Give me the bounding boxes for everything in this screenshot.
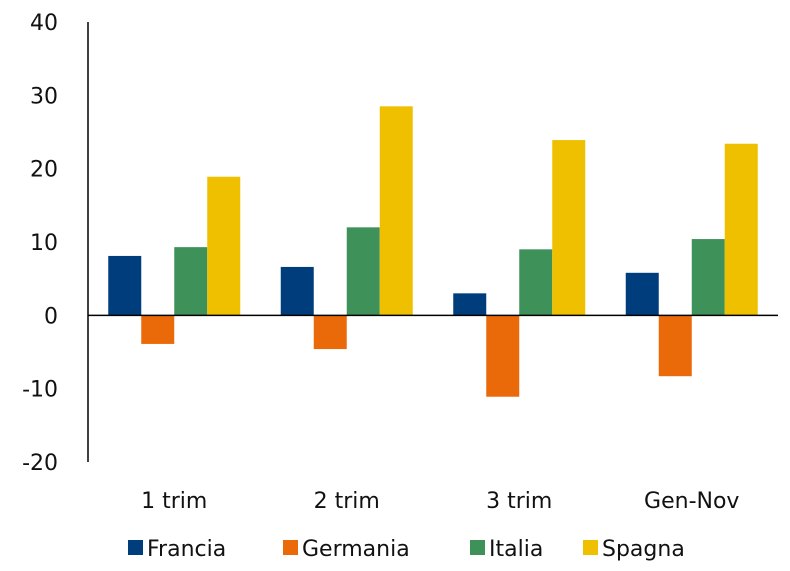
bar-francia-3 <box>453 293 487 316</box>
y-tick-label: 40 <box>30 11 58 36</box>
bar-germania-2 <box>313 315 347 350</box>
y-tick-label: 30 <box>30 84 58 109</box>
x-category-label: 1 trim <box>141 489 207 514</box>
bar-italia-2 <box>346 227 380 316</box>
y-tick-label: 0 <box>44 304 58 329</box>
legend-swatch-spagna <box>583 540 598 555</box>
bar-spagna-4 <box>724 143 758 316</box>
legend-swatch-francia <box>128 540 143 555</box>
bar-italia-4 <box>691 239 725 316</box>
x-axis-labels: 1 trim 2 trim 3 trim Gen-Nov <box>141 489 739 514</box>
bar-francia-4 <box>625 272 659 316</box>
bar-germania-3 <box>486 315 520 397</box>
legend: Francia Germania Italia Spagna <box>128 537 685 562</box>
legend-label-francia: Francia <box>147 537 226 562</box>
legend-label-germania: Germania <box>302 537 410 562</box>
bar-spagna-3 <box>552 140 586 316</box>
x-category-label: 2 trim <box>314 489 380 514</box>
x-category-label: 3 trim <box>486 489 552 514</box>
legend-label-spagna: Spagna <box>602 537 685 562</box>
y-tick-label: -20 <box>22 451 58 476</box>
y-axis-ticks: 40 30 20 10 0 -10 -20 <box>22 11 58 476</box>
bar-germania-1 <box>141 315 175 344</box>
x-category-label: Gen-Nov <box>644 489 739 514</box>
y-tick-label: 20 <box>30 158 58 183</box>
legend-swatch-germania <box>283 540 298 555</box>
bar-francia-2 <box>280 266 314 316</box>
bar-spagna-2 <box>379 106 413 316</box>
bar-germania-4 <box>658 315 692 377</box>
bars <box>108 106 758 397</box>
bar-italia-3 <box>519 249 553 316</box>
y-tick-label: 10 <box>30 231 58 256</box>
bar-francia-1 <box>108 255 142 316</box>
y-tick-label: -10 <box>22 378 58 403</box>
legend-swatch-italia <box>470 540 485 555</box>
legend-label-italia: Italia <box>489 537 543 562</box>
bar-spagna-1 <box>207 176 241 316</box>
bar-italia-1 <box>174 247 208 316</box>
